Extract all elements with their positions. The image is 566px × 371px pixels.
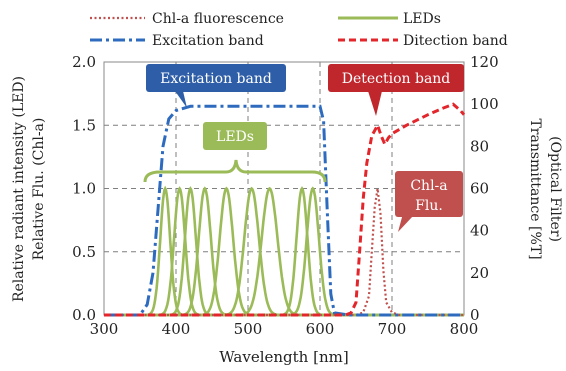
y-right-tick-label: 20	[470, 264, 489, 282]
y-left-tick-label: 0.0	[72, 306, 96, 324]
y-left-label-line2: Relative Flu. (Chl-a)	[31, 118, 47, 261]
legend-label-chl: Chl-a fluorescence	[152, 11, 284, 27]
x-tick-label: 300	[90, 320, 119, 338]
excitation-band-line	[104, 104, 464, 317]
leds-callout: LEDs	[143, 122, 327, 183]
x-tick-label: 700	[378, 320, 407, 338]
y-left-tick-label: 1.0	[72, 180, 96, 198]
x-axis-label: Wavelength [nm]	[219, 348, 348, 366]
detection-callout-text: Detection band	[342, 71, 451, 87]
y-left-tick-label: 1.5	[72, 116, 96, 134]
y-right-label-line1: Transmittance [%T]	[527, 118, 543, 259]
legend-label-led: LEDs	[403, 11, 441, 27]
x-tick-labels: 300 400 500 600 700 800	[90, 320, 479, 338]
x-tick-label: 400	[162, 320, 191, 338]
leds-brace	[143, 159, 327, 183]
legend-label-det: Ditection band	[403, 33, 508, 49]
x-tick-label: 600	[306, 320, 335, 338]
chla-callout: Chl-a Flu.	[395, 171, 463, 232]
legend: Chl-a fluorescence LEDs Excitation band …	[90, 11, 508, 49]
x-tick-label: 500	[234, 320, 263, 338]
y-right-tick-label: 0	[470, 306, 480, 324]
y-right-tick-label: 100	[470, 95, 499, 113]
excitation-callout-text: Excitation band	[160, 71, 272, 87]
y-right-tick-label: 60	[470, 180, 489, 198]
y-right-label-line2: (Optical Filter)	[547, 136, 563, 242]
chla-callout-line2: Flu.	[415, 198, 443, 214]
leds-callout-text: LEDs	[216, 129, 254, 145]
y-left-tick-label: 2.0	[72, 53, 96, 71]
x-tick-label: 800	[450, 320, 479, 338]
y-left-tick-label: 0.5	[72, 243, 96, 261]
y-left-tick-labels: 0.0 0.5 1.0 1.5 2.0	[72, 53, 96, 324]
y-right-tick-label: 80	[470, 137, 489, 155]
chla-callout-line1: Chl-a	[410, 178, 447, 194]
y-left-label-line1: Relative radiant intensity (LED)	[11, 76, 27, 302]
y-right-tick-label: 120	[470, 53, 499, 71]
y-right-tick-labels: 0 20 40 60 80 100 120	[470, 53, 499, 324]
y-right-tick-label: 40	[470, 222, 489, 240]
excitation-callout: Excitation band	[146, 64, 286, 108]
legend-label-exc: Excitation band	[152, 33, 264, 49]
detection-band-line	[104, 102, 466, 317]
detection-callout: Detection band	[328, 64, 464, 116]
